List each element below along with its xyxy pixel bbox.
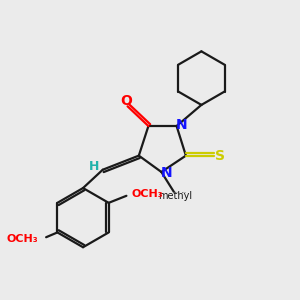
Text: OCH₃: OCH₃ [131, 189, 163, 200]
Text: S: S [215, 148, 225, 163]
Text: OCH₃: OCH₃ [6, 235, 38, 244]
Text: N: N [176, 118, 188, 132]
Text: methyl: methyl [175, 192, 180, 193]
Text: methyl: methyl [182, 192, 187, 193]
Text: O: O [120, 94, 132, 108]
Text: N: N [161, 166, 173, 179]
Text: methyl: methyl [158, 191, 192, 201]
Text: H: H [89, 160, 100, 173]
